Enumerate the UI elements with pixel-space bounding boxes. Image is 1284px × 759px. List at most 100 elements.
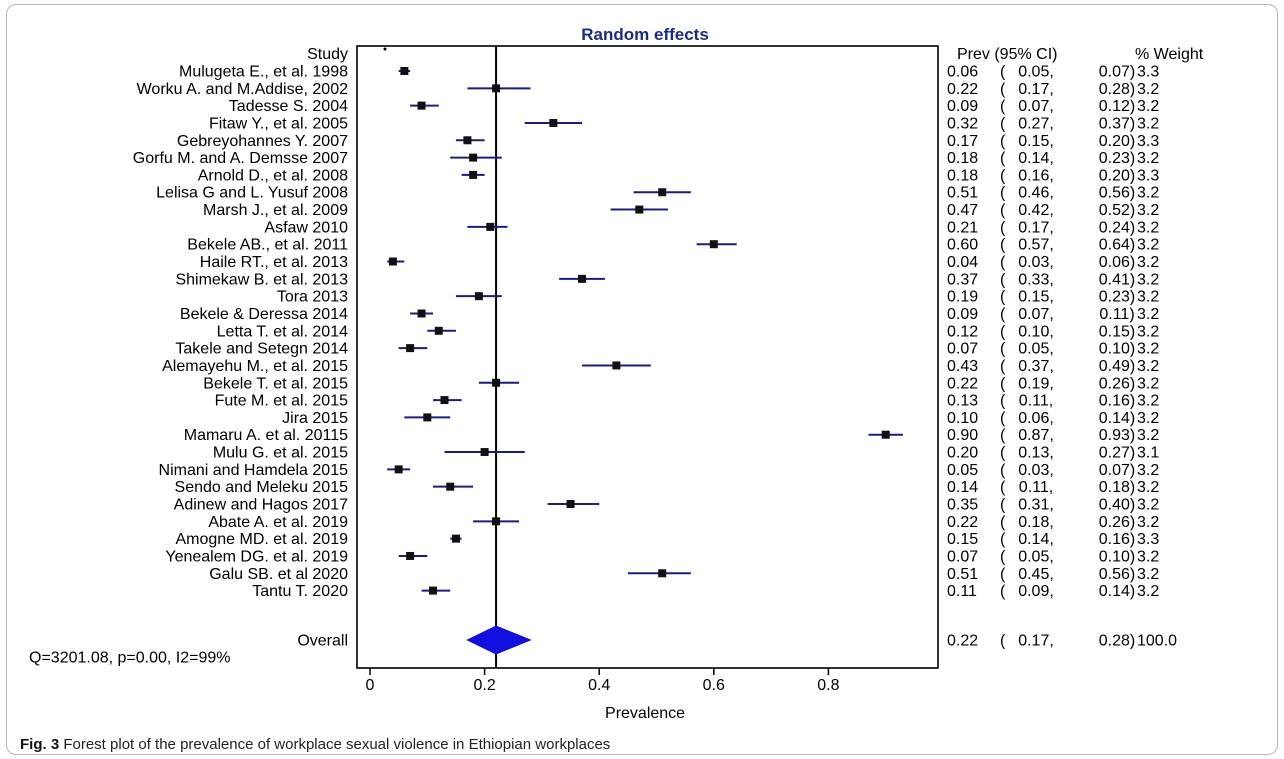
study-name: Amogne MD. et al. 2019 xyxy=(175,531,348,548)
weight-value: 3.3 xyxy=(1137,64,1159,81)
ci-open-paren: ( xyxy=(1000,237,1006,254)
ci-upper: 0.20) xyxy=(1099,133,1135,150)
study-row: Bekele T. et al. 2015 0.22 (0.19, 0.26) 3.2 xyxy=(203,375,1159,392)
x-tick-label: 0.4 xyxy=(588,677,610,694)
study-row: Nimani and Hamdela 2015 0.05 (0.03, 0.07) 3.… xyxy=(159,462,1160,479)
ci-lower: 0.31, xyxy=(1018,497,1054,514)
ci-open-paren: ( xyxy=(1000,64,1006,81)
study-row: Adinew and Hagos 2017 0.35 (0.31, 0.40) 3.2 xyxy=(174,497,1160,514)
prev-value: 0.22 xyxy=(947,375,978,392)
ci-upper: 0.07) xyxy=(1099,64,1135,81)
point-estimate xyxy=(480,448,489,457)
study-row: Tantu T. 2020 0.11 (0.09, 0.14) 3.2 xyxy=(252,583,1159,600)
study-name: Gebreyohannes Y. 2007 xyxy=(177,133,348,150)
ci-lower: 0.10, xyxy=(1018,323,1054,340)
ci-open-paren: ( xyxy=(1000,531,1006,548)
prev-value: 0.04 xyxy=(947,254,978,271)
ci-open-paren: ( xyxy=(1000,202,1006,219)
ci-upper: 0.10) xyxy=(1099,341,1135,358)
prev-value: 0.22 xyxy=(947,633,978,650)
point-estimate xyxy=(635,205,644,214)
study-name: Takele and Setegn 2014 xyxy=(175,341,348,358)
point-estimate xyxy=(612,361,621,370)
ci-upper: 0.37) xyxy=(1099,115,1135,132)
study-row: Abate A. et al. 2019 0.22 (0.18, 0.26) 3.2 xyxy=(208,514,1159,531)
ci-upper: 0.49) xyxy=(1099,358,1135,375)
ci-upper: 0.40) xyxy=(1099,497,1135,514)
study-name: Abate A. et al. 2019 xyxy=(208,514,348,531)
ci-lower: 0.09, xyxy=(1018,583,1054,600)
study-row: Gebreyohannes Y. 2007 0.17 (0.15, 0.20) 3.3 xyxy=(177,133,1159,150)
ci-upper: 0.41) xyxy=(1099,271,1135,288)
ci-upper: 0.16) xyxy=(1099,531,1135,548)
ci-upper: 0.24) xyxy=(1099,219,1135,236)
point-estimate xyxy=(549,118,558,127)
ci-upper: 0.23) xyxy=(1099,150,1135,167)
weight-value: 3.2 xyxy=(1137,427,1159,444)
study-row: Shimekaw B. et al. 2013 0.37 (0.33, 0.41) 3.… xyxy=(175,271,1159,288)
prev-value: 0.60 xyxy=(947,237,978,254)
study-rows: Mulugeta E., et al. 1998 0.06(0.05, 0.07) 3… xyxy=(133,64,1160,601)
weight-value: 3.2 xyxy=(1137,237,1159,254)
point-estimate xyxy=(388,257,397,266)
x-tick-label: 0.6 xyxy=(703,677,725,694)
point-estimate xyxy=(492,378,501,387)
weight-value: 3.2 xyxy=(1137,219,1159,236)
point-estimate xyxy=(469,153,478,162)
ci-open-paren: ( xyxy=(1000,497,1006,514)
x-axis-label: Prevalence xyxy=(605,705,685,722)
ci-upper: 0.06) xyxy=(1099,254,1135,271)
ci-open-paren: ( xyxy=(1000,185,1006,202)
prev-value: 0.37 xyxy=(947,271,978,288)
weight-value: 3.2 xyxy=(1137,150,1159,167)
study-name: Tora 2013 xyxy=(277,289,348,306)
study-name: Lelisa G and L. Yusuf 2008 xyxy=(156,185,348,202)
point-estimate xyxy=(486,222,495,231)
study-name: Tantu T. 2020 xyxy=(252,583,348,600)
prev-value: 0.51 xyxy=(947,566,978,583)
point-estimate xyxy=(394,465,403,474)
study-name: Fitaw Y., et al. 2005 xyxy=(209,115,348,132)
weight-value: 3.2 xyxy=(1137,514,1159,531)
prev-value: 0.18 xyxy=(947,167,978,184)
study-name: Mulu G. et al. 2015 xyxy=(213,445,348,462)
ci-upper: 0.52) xyxy=(1099,202,1135,219)
point-estimate xyxy=(463,136,472,145)
ci-lower: 0.03, xyxy=(1018,462,1054,479)
point-estimate xyxy=(709,240,718,249)
prev-value: 0.43 xyxy=(947,358,978,375)
ci-upper: 0.56) xyxy=(1099,566,1135,583)
point-estimate xyxy=(566,500,575,508)
ci-upper: 0.26) xyxy=(1099,375,1135,392)
point-estimate xyxy=(492,84,501,93)
ci-upper: 0.23) xyxy=(1099,289,1135,306)
x-tick-label: 0 xyxy=(366,677,375,694)
ci-lower: 0.07, xyxy=(1018,306,1054,323)
figure-caption: Fig. 3 Forest plot of the prevalence of … xyxy=(20,736,610,753)
weight-value: 3.2 xyxy=(1137,323,1159,340)
ci-lower: 0.16, xyxy=(1018,167,1054,184)
study-name: Galu SB. et al 2020 xyxy=(209,566,348,583)
ci-open-paren: ( xyxy=(1000,375,1006,392)
ci-upper: 0.20) xyxy=(1099,167,1135,184)
study-row: Worku A. and M.Addise, 2002 0.22 (0.17, 0.2… xyxy=(137,81,1160,98)
prev-value: 0.90 xyxy=(947,427,978,444)
point-estimate xyxy=(469,170,478,179)
ci-lower: 0.87, xyxy=(1018,427,1054,444)
weight-value: 3.2 xyxy=(1137,583,1159,600)
prev-value: 0.35 xyxy=(947,497,978,514)
ci-lower: 0.05, xyxy=(1018,341,1054,358)
study-row: Haile RT., et al. 2013 0.04 (0.03, 0.06) 3.2 xyxy=(200,254,1160,271)
prev-value: 0.07 xyxy=(947,548,978,565)
prev-value: 0.22 xyxy=(947,81,978,98)
weight-value: 3.2 xyxy=(1137,548,1159,565)
plot-border xyxy=(356,45,939,669)
top-marker-dot xyxy=(383,47,387,51)
figure-frame xyxy=(6,4,1278,755)
weight-value: 3.2 xyxy=(1137,341,1159,358)
point-estimate xyxy=(881,430,890,439)
prev-value: 0.47 xyxy=(947,202,978,219)
weight-value: 3.2 xyxy=(1137,306,1159,323)
ci-open-paren: ( xyxy=(1000,410,1006,427)
point-estimate xyxy=(451,534,460,543)
